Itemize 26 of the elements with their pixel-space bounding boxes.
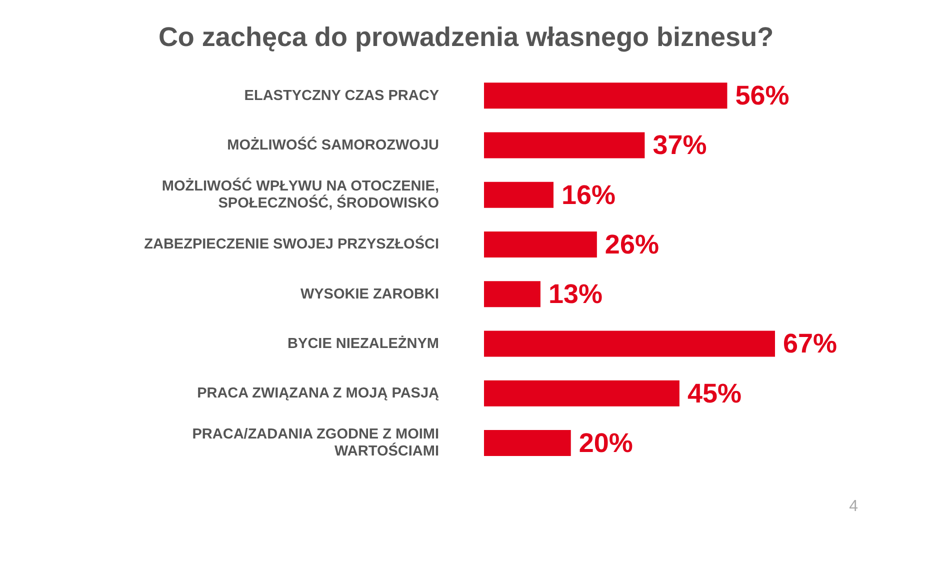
bar	[484, 330, 775, 357]
bar	[484, 231, 597, 258]
bar	[484, 82, 728, 109]
y-tick-label: WYSOKIE ZAROBKI	[300, 286, 439, 302]
data-label: 67%	[783, 328, 838, 359]
y-tick-label: MOŻLIWOŚĆ WPŁYWU NA OTOCZENIE, SPOŁECZNOŚĆ, ŚRODOWISKO	[162, 178, 439, 212]
data-label: 13%	[548, 279, 603, 310]
data-label: 56%	[735, 80, 790, 111]
y-tick-label: PRACA/ZADANIA ZGODNE Z MOIMI WARTOŚCIAMI	[192, 426, 439, 460]
y-tick-label: BYCIE NIEZALEŻNYM	[288, 334, 439, 352]
bar	[484, 380, 680, 406]
bar	[484, 281, 540, 308]
data-label: 45%	[687, 378, 742, 408]
data-label: 37%	[652, 130, 707, 160]
y-tick-label: PRACA ZWIĄZANA Z MOJĄ PASJĄ	[197, 386, 440, 402]
bar	[484, 430, 571, 456]
data-label: 26%	[604, 229, 659, 260]
y-tick-label: ZABEZPIECZENIE SWOJEJ PRZYSZŁOŚCI	[144, 236, 439, 253]
data-label: 20%	[578, 428, 633, 458]
data-label: 16%	[561, 180, 616, 210]
y-tick-label: ELASTYCZNY CZAS PRACY	[244, 88, 440, 104]
bar	[484, 132, 645, 158]
chart-title: Co zachęca do prowadzenia własnego biznesu?	[157, 22, 775, 53]
text: 4	[849, 498, 858, 516]
y-tick-label: MOŻLIWOŚĆ SAMOROZWOJU	[227, 136, 439, 154]
bar	[484, 182, 554, 208]
